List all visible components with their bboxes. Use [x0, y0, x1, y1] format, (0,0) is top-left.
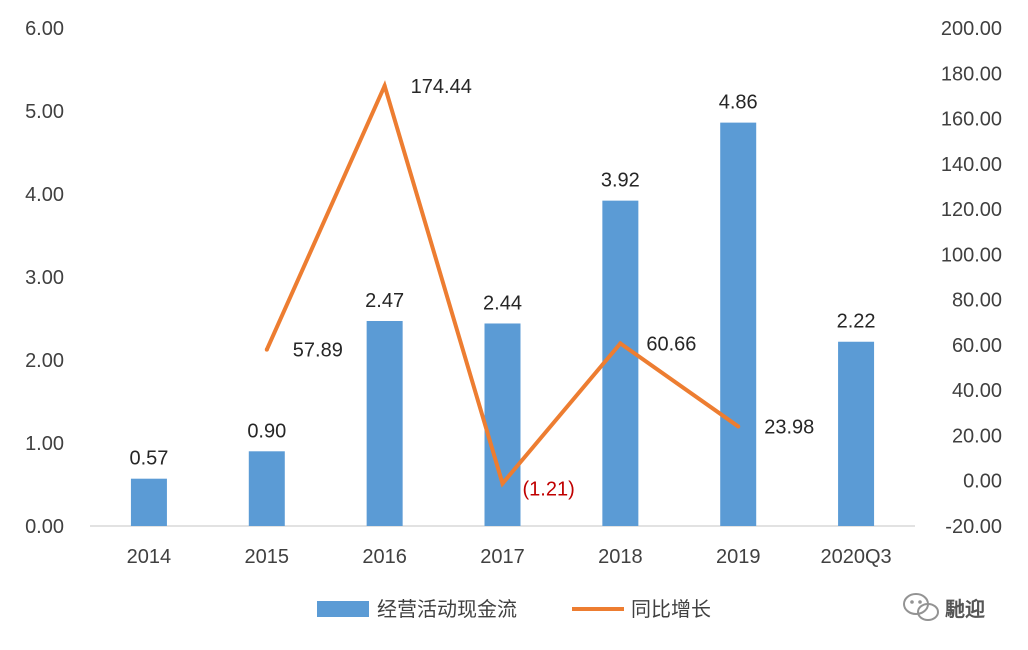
watermark: 馳迎: [903, 593, 985, 621]
line-data-label: 57.89: [293, 340, 343, 362]
bar: [720, 122, 757, 527]
line-data-label: 23.98: [764, 416, 814, 438]
legend-line-label: 同比增长: [631, 597, 711, 621]
right-y-tick-label: 60.00: [952, 335, 1002, 357]
line-point: [500, 481, 505, 486]
bar-data-label: 2.22: [837, 311, 876, 333]
bar-data-label: 2.44: [483, 292, 522, 314]
left-y-tick-label: 5.00: [25, 101, 64, 123]
left-y-tick-label: 6.00: [25, 18, 64, 40]
right-y-tick-label: 0.00: [963, 471, 1002, 493]
line-data-label: 174.44: [411, 76, 472, 98]
right-y-axis: -20.00 0.00 20.00 40.00 60.00 80.00 100.00 120.…: [941, 18, 1002, 538]
right-y-tick-label: 40.00: [952, 380, 1002, 402]
right-y-tick-label: 180.00: [941, 63, 1002, 85]
right-y-tick-label: 160.00: [941, 109, 1002, 131]
bar-data-label: 0.90: [247, 420, 286, 442]
right-y-tick-label: 200.00: [941, 18, 1002, 40]
legend-bar-label: 经营活动现金流: [377, 597, 517, 621]
legend-bar-swatch: [317, 601, 369, 617]
x-axis: 2014 2015 2016 2017 2018 2019 2020Q3: [127, 546, 892, 568]
x-tick-label: 2016: [362, 546, 407, 568]
right-y-tick-label: 120.00: [941, 199, 1002, 221]
bar-series: [130, 122, 875, 527]
x-tick-label: 2017: [480, 546, 525, 568]
right-y-tick-label: 100.00: [941, 244, 1002, 266]
bar: [130, 478, 167, 526]
x-tick-label: 2018: [598, 546, 643, 568]
wechat-icon: [903, 593, 939, 621]
bar: [838, 341, 875, 526]
right-y-tick-label: -20.00: [945, 516, 1002, 538]
watermark-text: 馳迎: [945, 597, 985, 621]
left-y-tick-label: 0.00: [25, 516, 64, 538]
left-y-tick-label: 3.00: [25, 267, 64, 289]
bar-data-labels: 0.57 0.90 2.47 2.44 3.92 4.86 2.22: [129, 92, 875, 470]
right-y-tick-label: 140.00: [941, 154, 1002, 176]
left-y-tick-label: 1.00: [25, 433, 64, 455]
bar-data-label: 4.86: [719, 92, 758, 114]
left-y-tick-label: 2.00: [25, 350, 64, 372]
right-y-tick-label: 80.00: [952, 290, 1002, 312]
bar-data-label: 0.57: [129, 448, 168, 470]
bar-data-label: 3.92: [601, 170, 640, 192]
line-data-label: (1.21): [523, 478, 575, 500]
line-series: [264, 80, 741, 488]
bar: [484, 323, 521, 526]
x-tick-label: 2014: [127, 546, 172, 568]
left-y-tick-label: 4.00: [25, 184, 64, 206]
x-tick-label: 2019: [716, 546, 761, 568]
bar: [366, 320, 403, 526]
legend: 经营活动现金流 同比增长: [317, 597, 711, 621]
x-tick-label: 2015: [245, 546, 290, 568]
line-point: [736, 424, 741, 429]
line-point: [264, 347, 269, 352]
line-point: [382, 83, 387, 88]
line-point: [618, 341, 623, 346]
right-y-tick-label: 20.00: [952, 425, 1002, 447]
bar-data-label: 2.47: [365, 290, 404, 312]
bar: [602, 200, 639, 526]
bar: [248, 451, 285, 526]
left-y-axis: 0.00 1.00 2.00 3.00 4.00 5.00 6.00: [25, 18, 64, 538]
line-data-labels: 57.89 174.44 (1.21) 60.66 23.98: [293, 76, 814, 501]
x-tick-label: 2020Q3: [820, 546, 891, 568]
line-data-label: 60.66: [646, 333, 696, 355]
